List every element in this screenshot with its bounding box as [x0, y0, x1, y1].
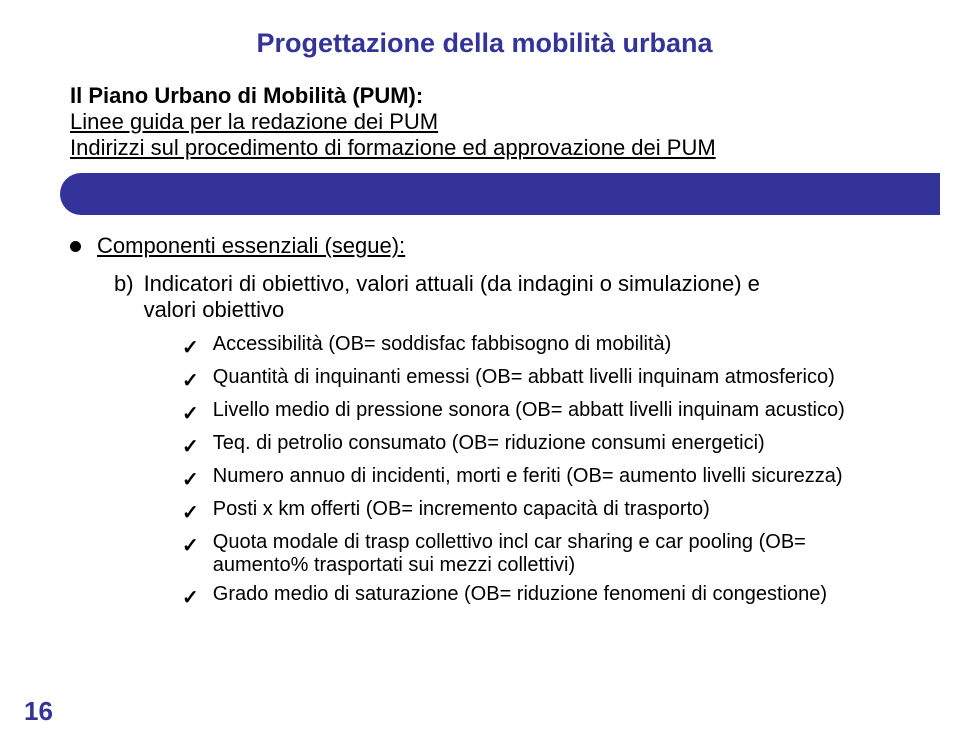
check-item-text: Grado medio di saturazione (OB= riduzion… — [213, 583, 827, 606]
sub-item-label: b) — [114, 271, 134, 323]
main-bullet-text: Componenti essenziali (segue): — [97, 233, 405, 259]
check-item-text: Livello medio di pressione sonora (OB= a… — [213, 399, 845, 422]
check-icon: ✓ — [182, 401, 199, 426]
subtitle-line-2: Linee guida per la redazione dei PUM — [70, 109, 899, 135]
subtitle-block: Il Piano Urbano di Mobilità (PUM): Linee… — [70, 83, 899, 161]
sub-item-text: Indicatori di obiettivo, valori attuali … — [144, 271, 760, 323]
slide-container: Progettazione della mobilità urbana Il P… — [0, 0, 959, 644]
bullet-dot-icon — [70, 241, 81, 252]
check-item: ✓ Teq. di petrolio consumato (OB= riduzio… — [182, 432, 899, 459]
check-icon: ✓ — [182, 335, 199, 360]
check-item-text: Quota modale di trasp collettivo incl ca… — [213, 531, 899, 577]
check-item-text: Numero annuo di incidenti, morti e ferit… — [213, 465, 843, 488]
check-item: ✓ Accessibilità (OB= soddisfac fabbisogno… — [182, 333, 899, 360]
slide-title: Progettazione della mobilità urbana — [70, 28, 899, 59]
check-item: ✓ Grado medio di saturazione (OB= riduzio… — [182, 583, 899, 610]
check-item: ✓ Livello medio di pressione sonora (OB= … — [182, 399, 899, 426]
check-item: ✓ Numero annuo di incidenti, morti e feri… — [182, 465, 899, 492]
check-icon: ✓ — [182, 533, 199, 558]
check-item-text: Quantità di inquinanti emessi (OB= abbat… — [213, 366, 835, 389]
main-bullet: Componenti essenziali (segue): — [70, 233, 899, 259]
sub-item-text-line2: valori obiettivo — [144, 297, 285, 322]
check-item-text: Teq. di petrolio consumato (OB= riduzion… — [213, 432, 765, 455]
page-number: 16 — [24, 696, 53, 727]
check-icon: ✓ — [182, 434, 199, 459]
check-icon: ✓ — [182, 467, 199, 492]
check-icon: ✓ — [182, 500, 199, 525]
sub-item-b: b) Indicatori di obiettivo, valori attua… — [114, 271, 899, 323]
check-item-text: Posti x km offerti (OB= incremento capac… — [213, 498, 710, 521]
subtitle-line-3: Indirizzi sul procedimento di formazione… — [70, 135, 899, 161]
check-item: ✓ Quantità di inquinanti emessi (OB= abba… — [182, 366, 899, 393]
check-icon: ✓ — [182, 585, 199, 610]
check-icon: ✓ — [182, 368, 199, 393]
divider-bar — [60, 173, 940, 215]
subtitle-line-1: Il Piano Urbano di Mobilità (PUM): — [70, 83, 899, 109]
check-item-text: Accessibilità (OB= soddisfac fabbisogno … — [213, 333, 672, 356]
checklist: ✓ Accessibilità (OB= soddisfac fabbisogno… — [182, 333, 899, 610]
check-item: ✓ Quota modale di trasp collettivo incl c… — [182, 531, 899, 577]
sub-item-text-line1: Indicatori di obiettivo, valori attuali … — [144, 271, 760, 296]
check-item: ✓ Posti x km offerti (OB= incremento capa… — [182, 498, 899, 525]
